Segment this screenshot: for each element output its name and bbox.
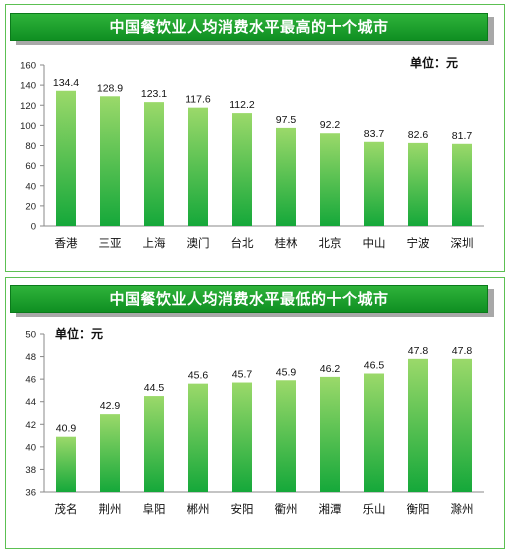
bar-value-label: 117.6 — [185, 94, 211, 106]
bar-value-label: 112.2 — [229, 99, 255, 111]
category-label: 安阳 — [231, 502, 254, 516]
top-chart-title: 中国餐饮业人均消费水平最高的十个城市 — [10, 13, 488, 41]
category-label: 乐山 — [363, 502, 386, 516]
bar-value-label: 40.9 — [56, 423, 77, 435]
y-tick-label: 42 — [25, 420, 36, 431]
bar — [144, 102, 164, 226]
y-tick-label: 140 — [20, 81, 36, 92]
bar-value-label: 42.9 — [100, 400, 121, 412]
category-label: 三亚 — [99, 236, 122, 250]
bar-value-label: 128.9 — [97, 82, 123, 94]
bar-value-label: 47.8 — [408, 345, 429, 357]
y-tick-label: 44 — [25, 397, 36, 408]
bar — [320, 133, 340, 226]
category-label: 澳门 — [187, 236, 210, 250]
bar-value-label: 46.2 — [320, 363, 341, 375]
bar — [100, 96, 120, 226]
y-tick-label: 20 — [25, 201, 36, 212]
bar-value-label: 45.7 — [232, 369, 253, 381]
category-label: 衢州 — [275, 502, 298, 516]
bar-value-label: 46.5 — [364, 360, 385, 372]
category-label: 桂林 — [275, 236, 298, 250]
category-label: 阜阳 — [143, 502, 166, 516]
top-chart-panel — [5, 4, 505, 272]
bar — [408, 358, 428, 492]
top-unit-label: 单位：元 — [410, 56, 459, 70]
bar-value-label: 47.8 — [452, 345, 473, 357]
y-tick-label: 100 — [20, 121, 36, 132]
category-label: 湘潭 — [319, 502, 342, 516]
bar — [56, 90, 76, 226]
bar-value-label: 134.4 — [53, 77, 79, 89]
y-tick-label: 120 — [20, 101, 36, 112]
y-tick-label: 46 — [25, 375, 36, 386]
bar — [276, 380, 296, 492]
bar — [364, 141, 384, 226]
bar-value-label: 81.7 — [452, 130, 473, 142]
bar — [232, 382, 252, 492]
category-label: 荆州 — [99, 502, 122, 516]
bar — [56, 436, 76, 492]
bar — [452, 143, 472, 226]
bar-value-label: 97.5 — [276, 114, 297, 126]
y-tick-label: 38 — [25, 465, 36, 476]
category-label: 北京 — [319, 236, 342, 250]
category-label: 宁波 — [407, 236, 430, 250]
y-tick-label: 40 — [25, 442, 36, 453]
category-label: 上海 — [143, 236, 166, 250]
y-tick-label: 40 — [25, 181, 36, 192]
bar — [144, 396, 164, 492]
category-label: 台北 — [231, 236, 254, 250]
y-tick-label: 50 — [25, 330, 36, 341]
bottom-chart-title: 中国餐饮业人均消费水平最低的十个城市 — [10, 285, 488, 313]
category-label: 香港 — [55, 236, 78, 250]
y-tick-label: 80 — [25, 141, 36, 152]
bar — [276, 127, 296, 226]
category-label: 滁州 — [451, 502, 474, 516]
bar-value-label: 44.5 — [144, 382, 165, 394]
bar-value-label: 82.6 — [408, 129, 429, 141]
bar-value-label: 92.2 — [320, 119, 341, 131]
category-label: 郴州 — [187, 502, 210, 516]
category-label: 茂名 — [55, 502, 78, 516]
y-tick-label: 60 — [25, 161, 36, 172]
y-tick-label: 48 — [25, 352, 36, 363]
bottom-unit-label: 单位：元 — [55, 327, 104, 341]
bar — [452, 358, 472, 492]
y-tick-label: 160 — [20, 61, 36, 72]
y-tick-label: 36 — [25, 488, 36, 499]
category-label: 衡阳 — [407, 502, 430, 516]
bar-value-label: 123.1 — [141, 88, 167, 100]
bar-value-label: 45.6 — [188, 370, 209, 382]
bar — [188, 107, 208, 226]
bar — [364, 373, 384, 492]
bar — [188, 383, 208, 492]
bar-value-label: 45.9 — [276, 366, 297, 378]
bar — [232, 113, 252, 226]
category-label: 深圳 — [451, 236, 474, 250]
bar — [100, 414, 120, 492]
bar — [408, 142, 428, 226]
bar-value-label: 83.7 — [364, 128, 385, 140]
bar — [320, 376, 340, 492]
y-tick-label: 0 — [31, 222, 36, 233]
category-label: 中山 — [363, 236, 386, 250]
